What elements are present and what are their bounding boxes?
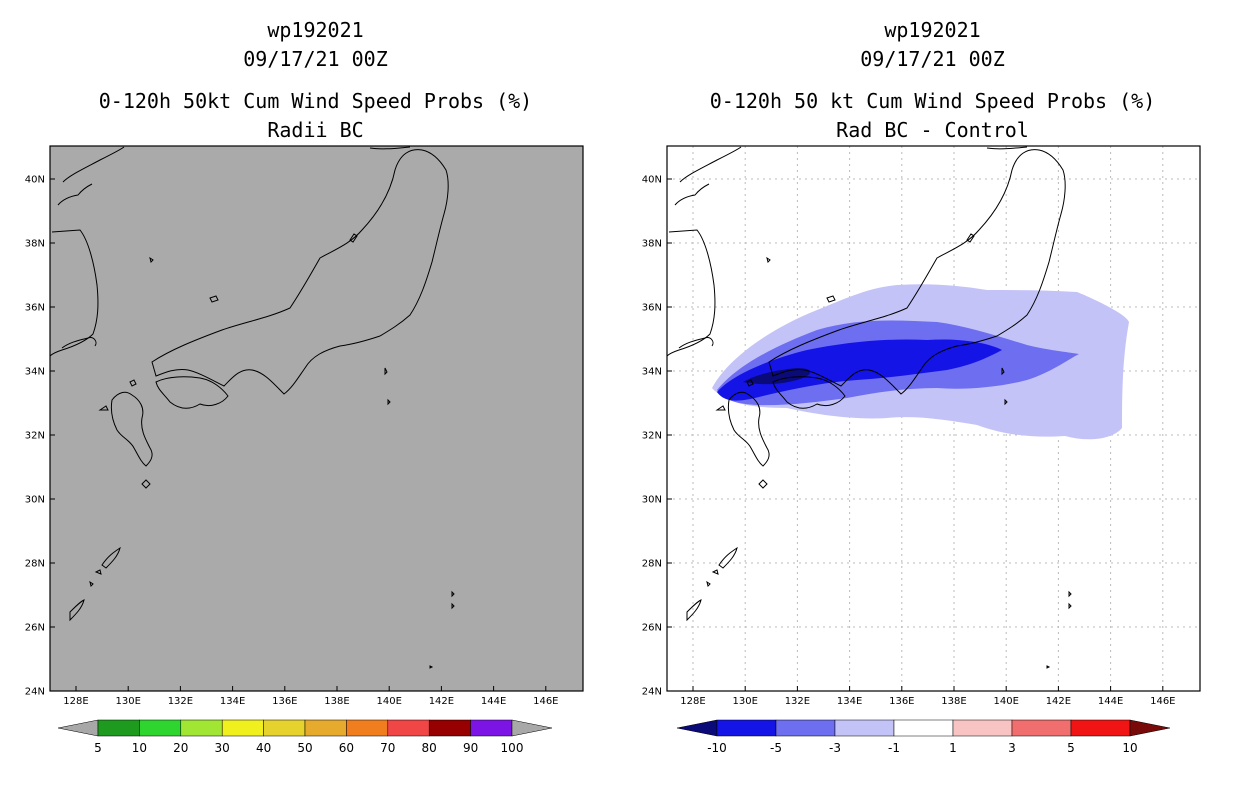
colorbar-label: 100 xyxy=(501,741,524,755)
axes-layer: 128E 130E 132E 134E 136E 138E 140E 142E 144E 146E… xyxy=(25,175,1176,708)
lon-label: 142E xyxy=(429,696,454,707)
right-product-title: 0-120h 50 kt Cum Wind Speed Probs (%) xyxy=(709,89,1156,113)
left-storm-id: wp192021 xyxy=(267,18,364,42)
lon-label: 142E xyxy=(1046,696,1071,707)
right-datetime: 09/17/21 00Z xyxy=(860,47,1005,71)
lat-label: 34N xyxy=(25,367,45,378)
colorbar-label: 60 xyxy=(339,741,354,755)
lat-label: 32N xyxy=(25,431,45,442)
right-map-group xyxy=(666,145,1201,692)
diff-area-minus10 xyxy=(743,368,811,385)
colorbar-swatch xyxy=(428,719,471,737)
colorbar-over-arrow xyxy=(1129,719,1171,737)
lon-label: 128E xyxy=(63,696,88,707)
lat-label: 28N xyxy=(25,559,45,570)
lat-label: 40N xyxy=(642,175,662,186)
colorbar-label: 70 xyxy=(380,741,395,755)
colorbar-swatch xyxy=(716,719,777,737)
colorbar-under-arrow xyxy=(57,719,99,737)
lon-label: 134E xyxy=(220,696,245,707)
lon-label: 128E xyxy=(680,696,705,707)
colorbar-swatch xyxy=(834,719,895,737)
colorbar-swatch xyxy=(304,719,347,737)
lon-label: 138E xyxy=(941,696,966,707)
left-map-background xyxy=(50,146,583,691)
colorbar-swatch xyxy=(263,719,306,737)
lat-label: 32N xyxy=(642,431,662,442)
colorbar-swatch xyxy=(180,719,223,737)
lat-label: 26N xyxy=(642,623,662,634)
left-colorbar: 5 10 20 30 40 50 60 70 80 90 100 xyxy=(57,719,553,755)
colorbar-label: -1 xyxy=(888,741,900,755)
colorbar-swatch xyxy=(221,719,264,737)
colorbar-label: 40 xyxy=(256,741,271,755)
colorbar-label: 5 xyxy=(1067,741,1075,755)
right-subtitle: Rad BC - Control xyxy=(836,118,1029,142)
lon-label: 132E xyxy=(785,696,810,707)
lat-label: 30N xyxy=(25,495,45,506)
colorbar-swatch xyxy=(387,719,430,737)
colorbar-label: 50 xyxy=(297,741,312,755)
lat-label: 38N xyxy=(642,239,662,250)
colorbar-swatch xyxy=(97,719,140,737)
lon-label: 138E xyxy=(324,696,349,707)
lon-label: 140E xyxy=(376,696,401,707)
colorbar-swatch xyxy=(1011,719,1072,737)
lon-label: 130E xyxy=(115,696,140,707)
lon-label: 132E xyxy=(168,696,193,707)
lat-label: 40N xyxy=(25,175,45,186)
colorbar-label: 80 xyxy=(422,741,437,755)
lat-label: 30N xyxy=(642,495,662,506)
left-datetime: 09/17/21 00Z xyxy=(243,47,388,71)
lat-label: 34N xyxy=(642,367,662,378)
colorbar-label: 10 xyxy=(132,741,147,755)
right-storm-id: wp192021 xyxy=(884,18,981,42)
left-map-frame xyxy=(49,145,584,692)
right-map-frame xyxy=(666,145,1201,692)
left-title-block: wp192021 09/17/21 00Z 0-120h 50kt Cum Wi… xyxy=(48,16,583,145)
lon-label: 134E xyxy=(837,696,862,707)
colorbar-label: -3 xyxy=(829,741,841,755)
colorbar-swatch xyxy=(952,719,1013,737)
lon-label: 146E xyxy=(1150,696,1175,707)
colorbar-label: 90 xyxy=(463,741,478,755)
lon-label: 144E xyxy=(481,696,506,707)
lon-label: 144E xyxy=(1098,696,1123,707)
lon-label: 130E xyxy=(732,696,757,707)
colorbar-swatch xyxy=(1070,719,1131,737)
lat-label: 26N xyxy=(25,623,45,634)
right-colorbar: -10 -5 -3 -1 1 3 5 10 xyxy=(676,719,1171,755)
lon-label: 146E xyxy=(533,696,558,707)
colorbar-label: 10 xyxy=(1122,741,1137,755)
colorbar-swatch xyxy=(139,719,182,737)
colorbar-label: 5 xyxy=(94,741,102,755)
right-title-block: wp192021 09/17/21 00Z 0-120h 50 kt Cum W… xyxy=(665,16,1200,145)
colorbar-label: -10 xyxy=(707,741,727,755)
colorbar-label: 20 xyxy=(173,741,188,755)
lat-label: 38N xyxy=(25,239,45,250)
lon-label: 136E xyxy=(272,696,297,707)
lat-label: 28N xyxy=(642,559,662,570)
colorbar-swatch xyxy=(470,719,513,737)
lat-label: 24N xyxy=(25,687,45,698)
colorbar-label: -5 xyxy=(770,741,782,755)
colorbar-under-arrow xyxy=(676,719,718,737)
lat-label: 36N xyxy=(25,303,45,314)
colorbar-swatch xyxy=(346,719,389,737)
lat-label: 36N xyxy=(642,303,662,314)
colorbar-swatch xyxy=(893,719,954,737)
colorbar-label: 3 xyxy=(1008,741,1016,755)
left-subtitle: Radii BC xyxy=(267,118,364,142)
diff-area-minus5 xyxy=(717,339,1002,401)
lon-label: 136E xyxy=(889,696,914,707)
left-product-title: 0-120h 50kt Cum Wind Speed Probs (%) xyxy=(98,89,533,113)
lat-label: 24N xyxy=(642,687,662,698)
lon-label: 140E xyxy=(993,696,1018,707)
colorbar-swatch xyxy=(775,719,836,737)
colorbar-label: 1 xyxy=(949,741,957,755)
colorbar-over-arrow xyxy=(511,719,553,737)
colorbar-label: 30 xyxy=(215,741,230,755)
